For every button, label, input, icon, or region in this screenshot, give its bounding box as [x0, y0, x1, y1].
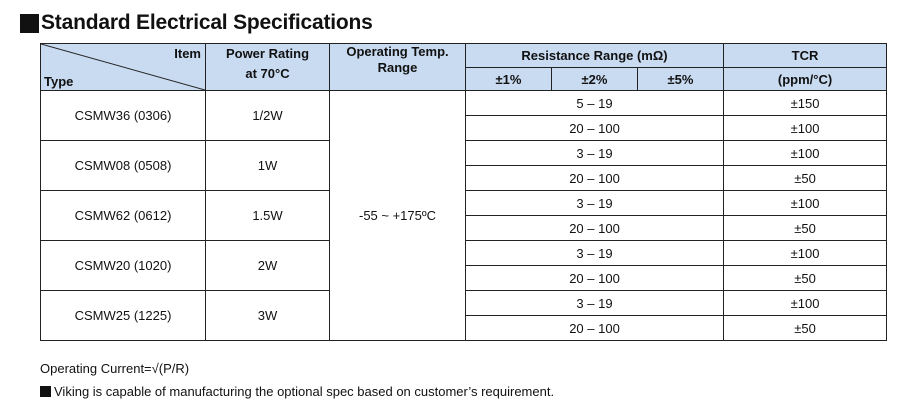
resistance-cell: 3 – 19 [464, 290, 725, 316]
tcr-cell: ±50 [723, 265, 888, 291]
tcr-cell: ±100 [723, 240, 888, 266]
resistance-cell: 3 – 19 [464, 140, 725, 166]
resistance-range-header: Resistance Range (mΩ) [464, 43, 725, 68]
viking-note-text: Viking is capable of manufacturing the o… [54, 384, 555, 399]
power-rating-header: Power Rating at 70°C [205, 43, 330, 91]
operating-current-note: Operating Current=√(P/R) [40, 361, 190, 376]
page-title: Standard Electrical Specifications [41, 11, 373, 34]
power-cell: 1W [205, 140, 330, 191]
resistance-cell: 20 – 100 [464, 165, 725, 191]
power-rating-line1: Power Rating [225, 46, 310, 61]
resistance-cell: 5 – 19 [464, 90, 725, 116]
tolerance-5-header: ±5% [636, 67, 725, 91]
tcr-cell: ±150 [723, 90, 888, 116]
type-cell: CSMW62 (0612) [40, 190, 206, 241]
power-cell: 2W [205, 240, 330, 291]
operating-temp-header: Operating Temp. Range [329, 43, 466, 91]
section-title: Standard Electrical Specifications [20, 10, 373, 36]
tolerance-2-header: ±2% [551, 67, 638, 91]
tolerance-1-header: ±1% [465, 67, 552, 91]
tcr-unit-header: (ppm/°C) [723, 67, 888, 91]
power-cell: 1.5W [205, 190, 330, 241]
resistance-cell: 3 – 19 [464, 240, 725, 266]
item-label: Item [174, 46, 201, 61]
resistance-cell: 20 – 100 [464, 215, 725, 241]
tcr-cell: ±50 [723, 165, 888, 191]
item-type-header: Item Type [40, 43, 206, 91]
type-label: Type [44, 74, 74, 89]
operating-temp-cell: -55 ~ +175ºC [329, 90, 466, 341]
table-row: CSMW25 (1225) 3W 3 – 19 ±100 [40, 290, 888, 341]
tcr-cell: ±100 [723, 140, 888, 166]
operating-temp-line2: Range [377, 60, 418, 75]
viking-note: Viking is capable of manufacturing the o… [40, 384, 554, 399]
table-row: 20 – 100 ±50 [41, 315, 888, 341]
resistance-cell: 20 – 100 [464, 315, 725, 341]
title-square-icon [20, 13, 39, 33]
tcr-cell: ±50 [723, 215, 888, 241]
tcr-cell: ±100 [723, 290, 888, 316]
type-cell: CSMW25 (1225) [40, 290, 206, 341]
table-row: 20 – 100 ±50 [41, 165, 888, 191]
spec-table: Item Type Power Rating at 70°C Operating… [40, 43, 888, 341]
power-cell: 1/2W [205, 90, 330, 141]
operating-temp-line1: Operating Temp. [346, 44, 449, 59]
resistance-cell: 3 – 19 [464, 190, 725, 216]
table-row: 20 – 100 ±50 [41, 215, 888, 241]
tcr-header: TCR [723, 43, 888, 68]
power-rating-line2: at 70°C [245, 66, 290, 81]
table-row: CSMW36 (0306) 1/2W -55 ~ +175ºC 5 – 19 ±… [40, 90, 888, 341]
table-row: 20 – 100 ±50 [41, 265, 888, 291]
diagonal-divider [41, 44, 205, 90]
square-bullet-icon [40, 386, 51, 397]
resistance-cell: 20 – 100 [464, 115, 725, 141]
type-cell: CSMW20 (1020) [40, 240, 206, 291]
resistance-cell: 20 – 100 [464, 265, 725, 291]
header-row-1: Item Type Power Rating at 70°C Operating… [40, 43, 888, 91]
tcr-cell: ±50 [723, 315, 888, 341]
tcr-cell: ±100 [723, 115, 888, 141]
type-cell: CSMW36 (0306) [40, 90, 206, 141]
type-cell: CSMW08 (0508) [40, 140, 206, 191]
tcr-cell: ±100 [723, 190, 888, 216]
power-cell: 3W [205, 290, 330, 341]
table-row: CSMW08 (0508) 1W 3 – 19 ±100 [40, 140, 888, 191]
